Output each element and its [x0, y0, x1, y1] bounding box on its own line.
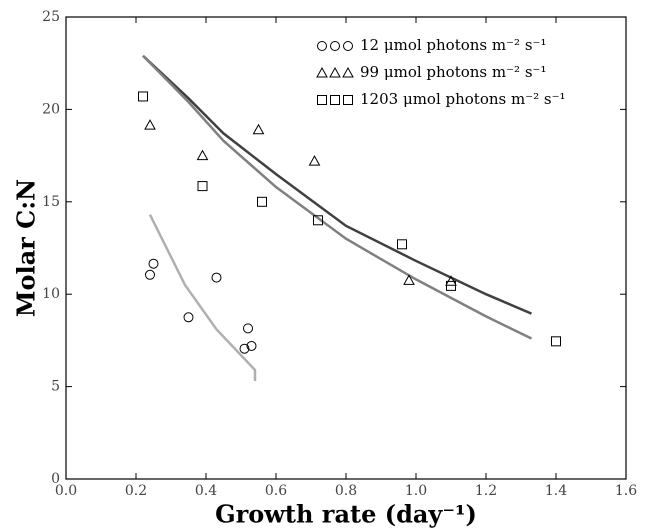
- legend-marker: [329, 66, 341, 78]
- y-tick-label: 15: [42, 194, 60, 210]
- x-axis-label: Growth rate (day⁻¹): [215, 500, 477, 529]
- point: [403, 274, 415, 285]
- legend-marker: [317, 95, 327, 105]
- point: [197, 181, 208, 192]
- point: [313, 215, 323, 226]
- point: [148, 258, 159, 269]
- point: [243, 323, 253, 334]
- x-tick-label: 1.0: [405, 483, 427, 499]
- model-line: [142, 54, 532, 315]
- legend-marker: [342, 66, 354, 78]
- x-tick-label: 1.4: [545, 483, 567, 499]
- legend-marker: [343, 41, 353, 51]
- point: [211, 272, 222, 283]
- legend-marker: [330, 41, 340, 51]
- x-tick-label: 0.0: [55, 483, 77, 499]
- point: [246, 340, 257, 351]
- y-axis-label: Molar C:N: [12, 179, 41, 317]
- legend-label: 1203 μmol photons m⁻² s⁻¹: [360, 90, 566, 108]
- x-tick-label: 0.8: [335, 483, 357, 499]
- y-tick-label: 0: [51, 471, 60, 487]
- legend-marker: [317, 41, 327, 51]
- legend-label: 99 μmol photons m⁻² s⁻¹: [360, 63, 546, 81]
- y-tick-label: 25: [42, 9, 60, 25]
- point: [138, 91, 148, 102]
- point: [445, 275, 457, 286]
- legend-marker: [330, 95, 340, 105]
- y-tick-label: 5: [51, 379, 60, 395]
- point: [183, 312, 194, 323]
- point: [551, 336, 561, 347]
- point: [239, 343, 250, 354]
- plot-frame: [65, 16, 627, 480]
- point: [252, 123, 265, 135]
- x-tick-label: 0.4: [195, 483, 217, 499]
- x-tick-label: 1.2: [475, 483, 497, 499]
- point: [257, 196, 267, 207]
- legend-marker: [316, 66, 328, 78]
- point: [196, 149, 209, 161]
- point: [446, 280, 456, 291]
- model-line: [142, 54, 533, 340]
- point: [144, 119, 156, 130]
- point: [308, 155, 321, 166]
- x-tick-label: 0.6: [265, 483, 287, 499]
- legend-marker: [343, 95, 353, 105]
- point: [397, 239, 407, 250]
- point: [145, 269, 155, 280]
- y-tick-label: 20: [42, 101, 60, 117]
- y-tick-label: 10: [42, 286, 60, 302]
- x-tick-label: 1.6: [615, 483, 637, 499]
- model-line: [148, 214, 257, 382]
- x-tick-label: 0.2: [125, 483, 147, 499]
- legend-label: 12 μmol photons m⁻² s⁻¹: [360, 36, 546, 54]
